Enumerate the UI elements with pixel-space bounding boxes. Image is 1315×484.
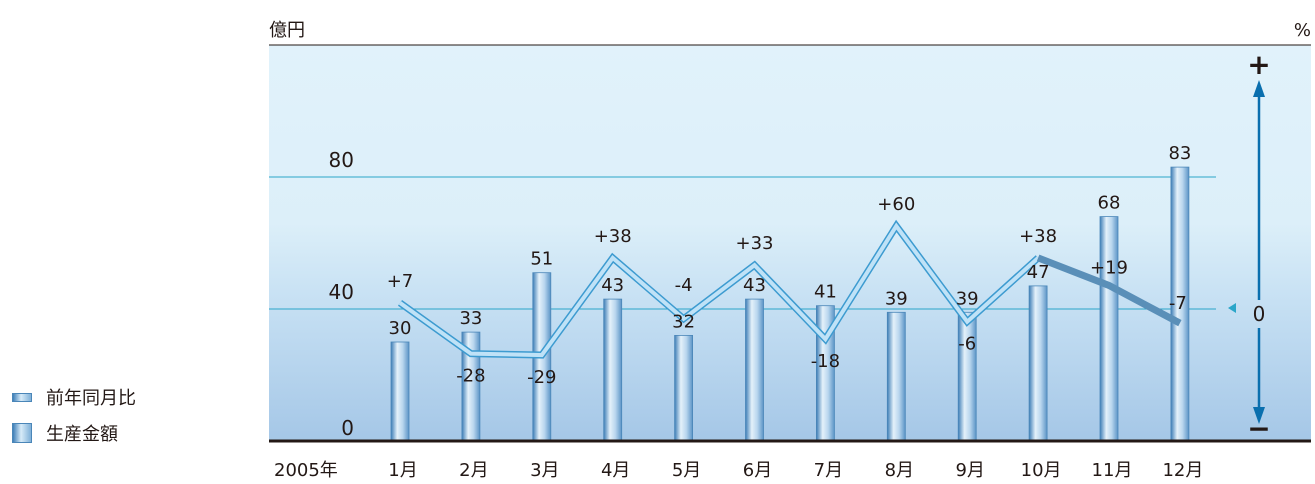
bar-value-label: 51 (530, 249, 553, 270)
bar-value-label: 43 (743, 275, 766, 296)
x-tick-label: 5月 (672, 460, 701, 481)
left-unit-label: 億円 (269, 20, 305, 41)
up-arrow-head (1253, 80, 1265, 97)
down-arrow-head (1253, 407, 1265, 424)
x-tick-label: 3月 (530, 460, 559, 481)
right-axis: + 0 − (1228, 48, 1271, 445)
y-tick-label: 40 (329, 280, 354, 304)
x-tick-label: 11月 (1092, 460, 1133, 481)
bar (1028, 285, 1048, 442)
line-series (397, 219, 1182, 359)
x-tick-label: 1月 (388, 460, 417, 481)
line-value-label: +60 (877, 194, 915, 215)
bar-series (390, 166, 1190, 442)
year-label: 2005年 (274, 460, 338, 481)
y-tick-label: 0 (341, 416, 354, 440)
line-value-label: -18 (811, 351, 840, 372)
x-tick-label: 9月 (955, 460, 984, 481)
line-value-label: +33 (736, 233, 774, 254)
legend-line-swatch (12, 392, 32, 402)
line-value-label: +38 (594, 226, 632, 247)
bar (886, 311, 906, 442)
line-path-dark (1036, 254, 1182, 327)
bar-value-label: 39 (885, 288, 908, 309)
line-value-label: -4 (675, 275, 693, 296)
legend-item-yoy: 前年同月比 (12, 384, 136, 410)
bar-value-label: 30 (389, 318, 412, 339)
line-value-label: +38 (1019, 226, 1057, 247)
bar-value-label: 83 (1168, 143, 1191, 164)
line-value-label: -7 (1169, 293, 1187, 314)
bar-value-label: 39 (956, 288, 979, 309)
x-tick-label: 6月 (743, 460, 772, 481)
right-unit-label: % (1294, 20, 1311, 41)
minus-label: − (1247, 412, 1270, 445)
line-path (398, 222, 1040, 358)
legend-item-production: 生産金額 (12, 420, 118, 446)
x-tick-label: 12月 (1162, 460, 1203, 481)
bar-value-label: 68 (1098, 193, 1121, 214)
y-tick-labels: 0 40 80 (329, 148, 354, 440)
legend-label-yoy: 前年同月比 (46, 388, 136, 409)
line-value-label: -6 (958, 334, 976, 355)
line-value-label: -29 (527, 367, 556, 388)
x-tick-label: 10月 (1021, 460, 1062, 481)
x-tick-label: 7月 (814, 460, 843, 481)
plus-label: + (1247, 48, 1270, 81)
x-tick-labels: 1月 2月 3月 4月 5月 6月 7月 8月 9月 10月 11月 12月 (388, 460, 1203, 481)
gridlines (269, 176, 1216, 310)
line-value-label: +19 (1090, 257, 1128, 278)
x-tick-label: 2月 (459, 460, 488, 481)
plot-background (269, 45, 1311, 441)
legend-label-production: 生産金額 (46, 424, 118, 445)
line-value-labels: +7 -28 -29 +38 -4 +33 -18 +60 -6 +38 +19 -7 (387, 194, 1187, 388)
bar-value-label: 43 (601, 275, 624, 296)
bar (674, 334, 693, 442)
line-value-label: -28 (456, 366, 485, 387)
bar (1099, 216, 1119, 442)
bar (603, 298, 623, 442)
x-tick-label: 8月 (885, 460, 914, 481)
bar-value-label: 32 (672, 311, 695, 332)
x-tick-label: 4月 (601, 460, 630, 481)
bar-value-labels: 30 33 51 43 32 43 41 39 39 47 68 83 (389, 143, 1192, 339)
bar (745, 298, 764, 442)
zero-label: 0 (1253, 302, 1266, 326)
line-value-label: +7 (387, 271, 414, 292)
zero-marker-icon (1228, 303, 1236, 313)
legend-bar-swatch (12, 423, 32, 443)
bar-value-label: 33 (459, 308, 482, 329)
bar-value-label: 41 (814, 282, 837, 303)
bar (390, 341, 410, 442)
bar (957, 311, 977, 442)
y-tick-label: 80 (329, 148, 354, 172)
bar-value-label: 47 (1027, 262, 1050, 283)
